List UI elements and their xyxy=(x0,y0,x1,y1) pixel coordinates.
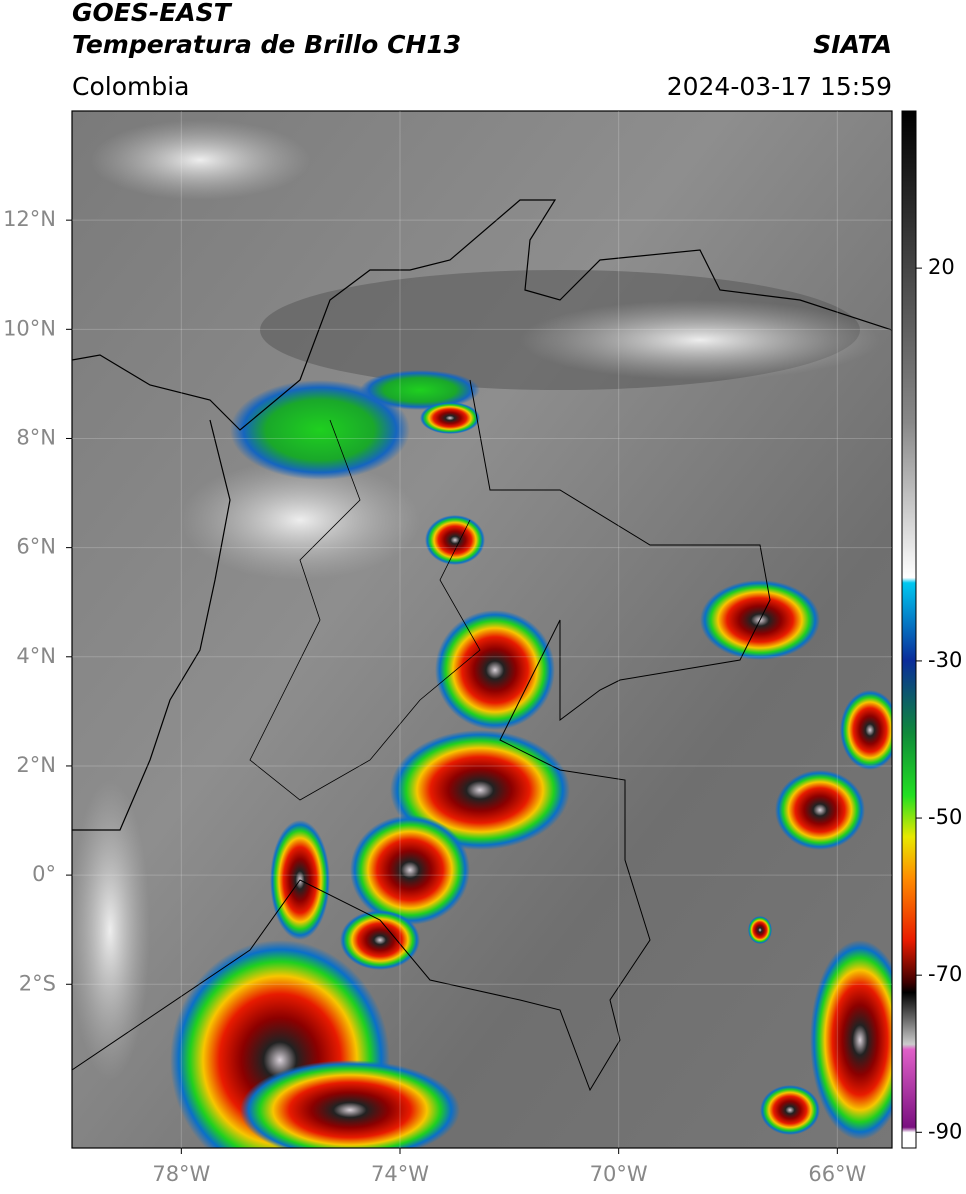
y-tick-label: 4°N xyxy=(16,644,56,668)
y-tick-label: 8°N xyxy=(16,425,56,449)
subtitle: Temperatura de Brillo CH13 xyxy=(72,30,461,59)
y-tick-label: 10°N xyxy=(3,316,56,340)
y-tick-label: 2°N xyxy=(16,753,56,777)
x-tick-label: 78°W xyxy=(152,1162,210,1186)
datetime: 2024-03-17 15:59 xyxy=(667,72,892,101)
colorbar-tick-label: -50 xyxy=(928,805,962,829)
colorbar xyxy=(901,110,917,1149)
y-tick-label: 2°S xyxy=(19,971,56,995)
colorbar-tick-label: -70 xyxy=(928,962,962,986)
source: SIATA xyxy=(813,30,892,59)
map-frame xyxy=(71,110,893,1149)
y-tick-label: 6°N xyxy=(16,535,56,559)
y-tick-label: 12°N xyxy=(3,207,56,231)
title: GOES-EAST xyxy=(72,0,233,27)
x-tick-label: 70°W xyxy=(590,1162,648,1186)
region: Colombia xyxy=(72,72,189,101)
x-tick-label: 74°W xyxy=(371,1162,429,1186)
colorbar-tick-label: -90 xyxy=(928,1119,962,1143)
colorbar-tick-label: -30 xyxy=(928,648,962,672)
satellite-image xyxy=(72,111,892,1148)
y-tick-label: 0° xyxy=(32,862,56,886)
colorbar-tick-label: 20 xyxy=(928,255,955,279)
x-tick-label: 66°W xyxy=(808,1162,866,1186)
